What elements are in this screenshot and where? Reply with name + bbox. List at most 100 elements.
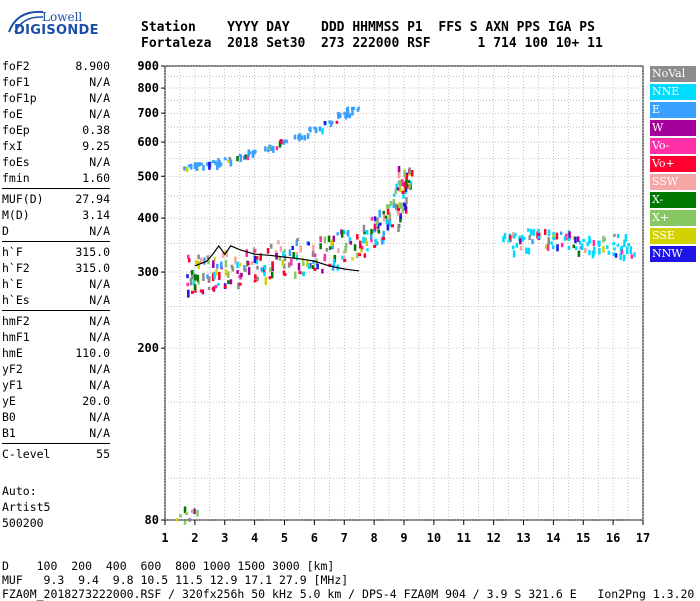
trace-point bbox=[343, 112, 347, 116]
y-tick-label: 800 bbox=[137, 81, 159, 95]
echo-point bbox=[607, 250, 611, 255]
echo-point bbox=[401, 206, 404, 213]
echo-point bbox=[348, 113, 352, 119]
echo-point bbox=[344, 245, 347, 253]
echo-point bbox=[409, 180, 413, 185]
param-value: 315.0 bbox=[75, 261, 110, 275]
echo-point bbox=[543, 229, 547, 236]
echo-point bbox=[546, 243, 550, 252]
param-value: N/A bbox=[89, 362, 110, 376]
echo-point bbox=[340, 229, 344, 238]
echo-point bbox=[374, 238, 377, 247]
echo-point bbox=[399, 202, 403, 210]
echo-point bbox=[247, 267, 251, 275]
echo-point bbox=[405, 179, 408, 188]
echo-point bbox=[187, 289, 190, 298]
echo-point bbox=[195, 260, 198, 265]
echo-point bbox=[394, 203, 398, 210]
y-tick-label: 900 bbox=[137, 59, 159, 73]
echo-point bbox=[227, 159, 230, 163]
echo-point bbox=[237, 282, 240, 290]
echo-point bbox=[220, 261, 223, 269]
echo-point bbox=[295, 239, 299, 247]
echo-point bbox=[388, 211, 391, 219]
echo-point bbox=[319, 236, 322, 243]
echo-point bbox=[572, 244, 576, 249]
trace-point bbox=[627, 243, 631, 247]
echo-point bbox=[282, 270, 286, 275]
legend-item: Vo- bbox=[650, 138, 696, 154]
legend-item: E bbox=[650, 102, 696, 118]
echo-point bbox=[218, 271, 221, 280]
echo-point bbox=[396, 208, 400, 216]
echo-point bbox=[330, 120, 334, 125]
echo-point bbox=[272, 145, 275, 153]
param-name: foE bbox=[2, 107, 23, 121]
echo-point bbox=[255, 256, 259, 260]
param-row: foF2 8.900 bbox=[2, 58, 110, 74]
echo-point bbox=[580, 243, 584, 251]
echo-point bbox=[183, 166, 186, 171]
echo-point bbox=[512, 234, 516, 239]
param-name: hmF1 bbox=[2, 330, 30, 344]
param-row: B1 N/A bbox=[2, 425, 110, 441]
x-tick-label: 16 bbox=[606, 531, 620, 545]
echo-point bbox=[207, 257, 210, 265]
echo-point bbox=[236, 270, 239, 274]
echo-point bbox=[593, 246, 596, 254]
echo-point bbox=[193, 164, 196, 168]
echo-point bbox=[269, 267, 272, 272]
echo-point bbox=[366, 248, 369, 252]
echo-point bbox=[185, 166, 189, 172]
echo-point bbox=[529, 228, 533, 236]
trace-point bbox=[313, 267, 317, 271]
echo-point bbox=[217, 158, 220, 164]
echo-point bbox=[197, 280, 200, 285]
echo-point bbox=[292, 252, 295, 259]
echo-point bbox=[399, 187, 402, 192]
echo-point bbox=[281, 259, 285, 267]
echo-point bbox=[398, 179, 402, 188]
echo-point bbox=[245, 249, 248, 257]
x-tick-label: 7 bbox=[341, 531, 348, 545]
echo-point bbox=[278, 140, 282, 148]
trace-point bbox=[612, 242, 616, 246]
ionogram-chart: 1 2 3 4 5 6 7 8 9 10 11 12 13 14 15 16 17802003004005006… bbox=[137, 59, 650, 545]
footer-info: D 100 200 400 600 800 1000 1500 3000 [km… bbox=[2, 559, 694, 601]
echo-point bbox=[567, 245, 571, 251]
echo-point bbox=[547, 229, 551, 237]
trace-point bbox=[211, 287, 215, 291]
echo-point bbox=[207, 286, 211, 290]
echo-point bbox=[382, 213, 386, 222]
trace-point bbox=[343, 258, 347, 262]
trace-point bbox=[253, 150, 257, 154]
echo-point bbox=[362, 236, 365, 244]
echo-point bbox=[624, 234, 628, 242]
echo-point bbox=[406, 183, 409, 189]
legend-item: SSE bbox=[650, 228, 696, 244]
y-tick-label: 80 bbox=[145, 513, 159, 527]
echo-point bbox=[630, 254, 634, 259]
echo-point bbox=[250, 260, 254, 266]
param-separator bbox=[2, 188, 110, 189]
echo-point bbox=[187, 258, 191, 263]
footer-muf-row: MUF 9.3 9.4 9.8 10.5 11.5 12.9 17.1 27.9… bbox=[2, 573, 349, 587]
echo-point bbox=[578, 240, 582, 245]
echo-point bbox=[211, 273, 215, 282]
echo-point bbox=[264, 277, 268, 286]
legend-item: W bbox=[650, 120, 696, 136]
y-tick-label: 500 bbox=[137, 169, 159, 183]
echo-point bbox=[206, 274, 209, 279]
echo-point bbox=[259, 253, 262, 259]
param-name: C-level bbox=[2, 447, 51, 461]
trace-point bbox=[199, 162, 203, 166]
echo-point bbox=[239, 155, 243, 163]
echo-point bbox=[404, 189, 407, 195]
echo-point bbox=[402, 188, 406, 193]
echo-point bbox=[190, 270, 194, 275]
echo-point bbox=[619, 252, 622, 260]
echo-point bbox=[247, 149, 250, 158]
legend-item: NNE bbox=[650, 84, 696, 100]
echo-point bbox=[388, 219, 392, 227]
echo-point bbox=[224, 269, 228, 276]
